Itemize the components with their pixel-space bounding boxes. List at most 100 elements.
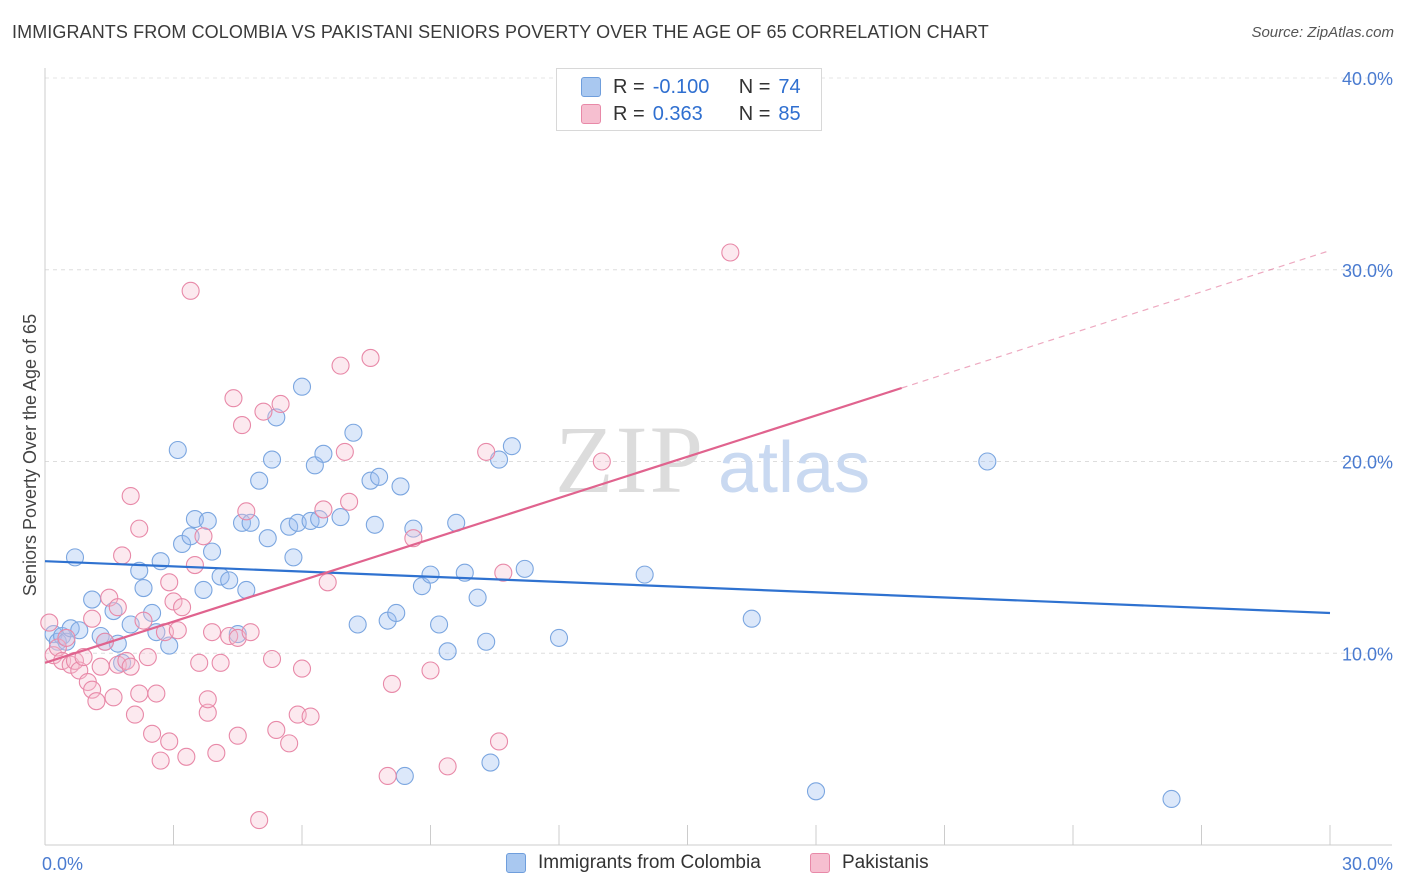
data-point-colombia (331, 508, 350, 527)
data-point-colombia (198, 511, 217, 530)
data-point-colombia (292, 377, 312, 396)
data-point-pakistanis (83, 609, 102, 628)
data-point-pakistanis (224, 389, 243, 408)
data-point-pakistanis (143, 724, 162, 743)
data-point-colombia (203, 542, 222, 561)
data-point-colombia (181, 527, 200, 546)
legend-n-label: N = (738, 102, 771, 125)
data-point-colombia (262, 450, 282, 469)
data-point-colombia (468, 588, 487, 607)
data-point-pakistanis (237, 502, 256, 521)
data-point-colombia (348, 615, 367, 634)
data-point-pakistanis (340, 492, 359, 511)
source-label: Source: ZipAtlas.com (1251, 24, 1394, 41)
data-point-pakistanis (91, 657, 110, 676)
data-point-pakistanis (378, 766, 397, 786)
legend-item-colombia[interactable]: Immigrants from Colombia (506, 852, 761, 874)
legend-n-value: 85 (778, 102, 801, 125)
legend-row-colombia: R = -0.100 N = 74 (581, 75, 801, 99)
data-point-colombia (515, 559, 534, 578)
points (40, 243, 1181, 830)
legend-label-pakistanis: Pakistanis (842, 852, 929, 873)
data-point-pakistanis (181, 281, 200, 300)
data-point-pakistanis (40, 613, 59, 632)
data-point-pakistanis (104, 688, 123, 707)
data-point-pakistanis (361, 348, 380, 368)
data-point-colombia (134, 579, 153, 598)
data-point-pakistanis (160, 573, 179, 592)
data-point-colombia (742, 609, 761, 628)
data-point-colombia (344, 423, 363, 442)
data-point-colombia (280, 517, 299, 536)
data-point-pakistanis (228, 726, 247, 745)
data-point-pakistanis (721, 243, 740, 262)
trend-line-pakistanis (44, 386, 903, 664)
data-point-pakistanis (477, 442, 496, 461)
data-point-pakistanis (292, 659, 312, 678)
legend-n-label: N = (738, 75, 771, 98)
data-point-pakistanis (211, 653, 230, 672)
data-point-pakistanis (262, 649, 282, 669)
data-point-colombia (194, 580, 213, 600)
chart-title: IMMIGRANTS FROM COLOMBIA VS PAKISTANI SE… (12, 22, 989, 42)
data-point-colombia (361, 471, 380, 490)
data-point-colombia (395, 766, 414, 786)
data-point-pakistanis (421, 661, 440, 680)
data-point-pakistanis (314, 500, 333, 519)
data-point-colombia (978, 452, 997, 471)
data-point-pakistanis (168, 621, 187, 640)
x-tick-label: 30.0% (1342, 854, 1393, 874)
data-point-colombia (1162, 789, 1181, 809)
legend-item-pakistanis[interactable]: Pakistanis (810, 852, 929, 874)
y-axis-label: Seniors Poverty Over the Age of 65 (20, 314, 40, 596)
x-tick-label: 0.0% (42, 854, 83, 874)
legend-r-label: R = (613, 102, 645, 125)
data-point-pakistanis (108, 598, 127, 617)
data-point-colombia (387, 603, 406, 623)
data-point-colombia (241, 513, 260, 532)
data-point-colombia (421, 565, 440, 584)
data-point-pakistanis (241, 623, 260, 642)
data-point-pakistanis (121, 486, 140, 506)
data-point-pakistanis (151, 751, 170, 770)
stats-legend: R = -0.100 N = 74 R = 0.363 N = 85 (556, 68, 822, 131)
trend-line-pakistanis-extension (901, 250, 1331, 389)
data-point-colombia (314, 444, 333, 463)
data-point-pakistanis (207, 743, 226, 763)
series-legend: Immigrants from Colombia Pakistanis (0, 852, 1406, 878)
axes: 10.0% 20.0% 30.0% 40.0% 0.0% 30.0% (42, 68, 1393, 874)
data-point-pakistanis (592, 452, 611, 471)
y-tick-label: 40.0% (1342, 69, 1393, 89)
data-point-pakistanis (438, 757, 457, 776)
data-point-colombia (438, 642, 457, 661)
data-point-pakistanis (130, 519, 149, 538)
data-point-pakistanis (335, 442, 354, 461)
data-point-colombia (404, 519, 423, 538)
data-point-colombia (160, 636, 179, 655)
legend-r-value: -0.100 (652, 75, 710, 98)
data-point-colombia (83, 590, 102, 609)
data-point-pakistanis (267, 720, 286, 740)
data-point-pakistanis (301, 707, 320, 726)
data-point-pakistanis (130, 684, 149, 703)
y-tick-label: 30.0% (1342, 261, 1393, 281)
legend-row-pakistanis: R = 0.363 N = 85 (581, 102, 801, 126)
data-point-pakistanis (198, 703, 217, 722)
watermark-zip: ZIP (555, 406, 705, 513)
data-point-colombia (284, 548, 303, 567)
data-point-pakistanis (198, 690, 217, 709)
trend-lines (44, 250, 1331, 664)
data-point-pakistanis (121, 657, 140, 676)
data-point-colombia (220, 571, 239, 590)
data-point-colombia (430, 615, 449, 634)
legend-swatch-colombia (581, 77, 601, 97)
data-point-pakistanis (87, 692, 106, 711)
data-point-pakistanis (271, 394, 290, 414)
data-point-pakistanis (190, 653, 209, 672)
data-point-colombia (477, 632, 496, 651)
data-point-pakistanis (185, 555, 204, 575)
data-point-pakistanis (254, 402, 273, 421)
data-point-colombia (365, 515, 384, 534)
data-point-pakistanis (203, 623, 222, 642)
data-point-pakistanis (57, 628, 76, 647)
